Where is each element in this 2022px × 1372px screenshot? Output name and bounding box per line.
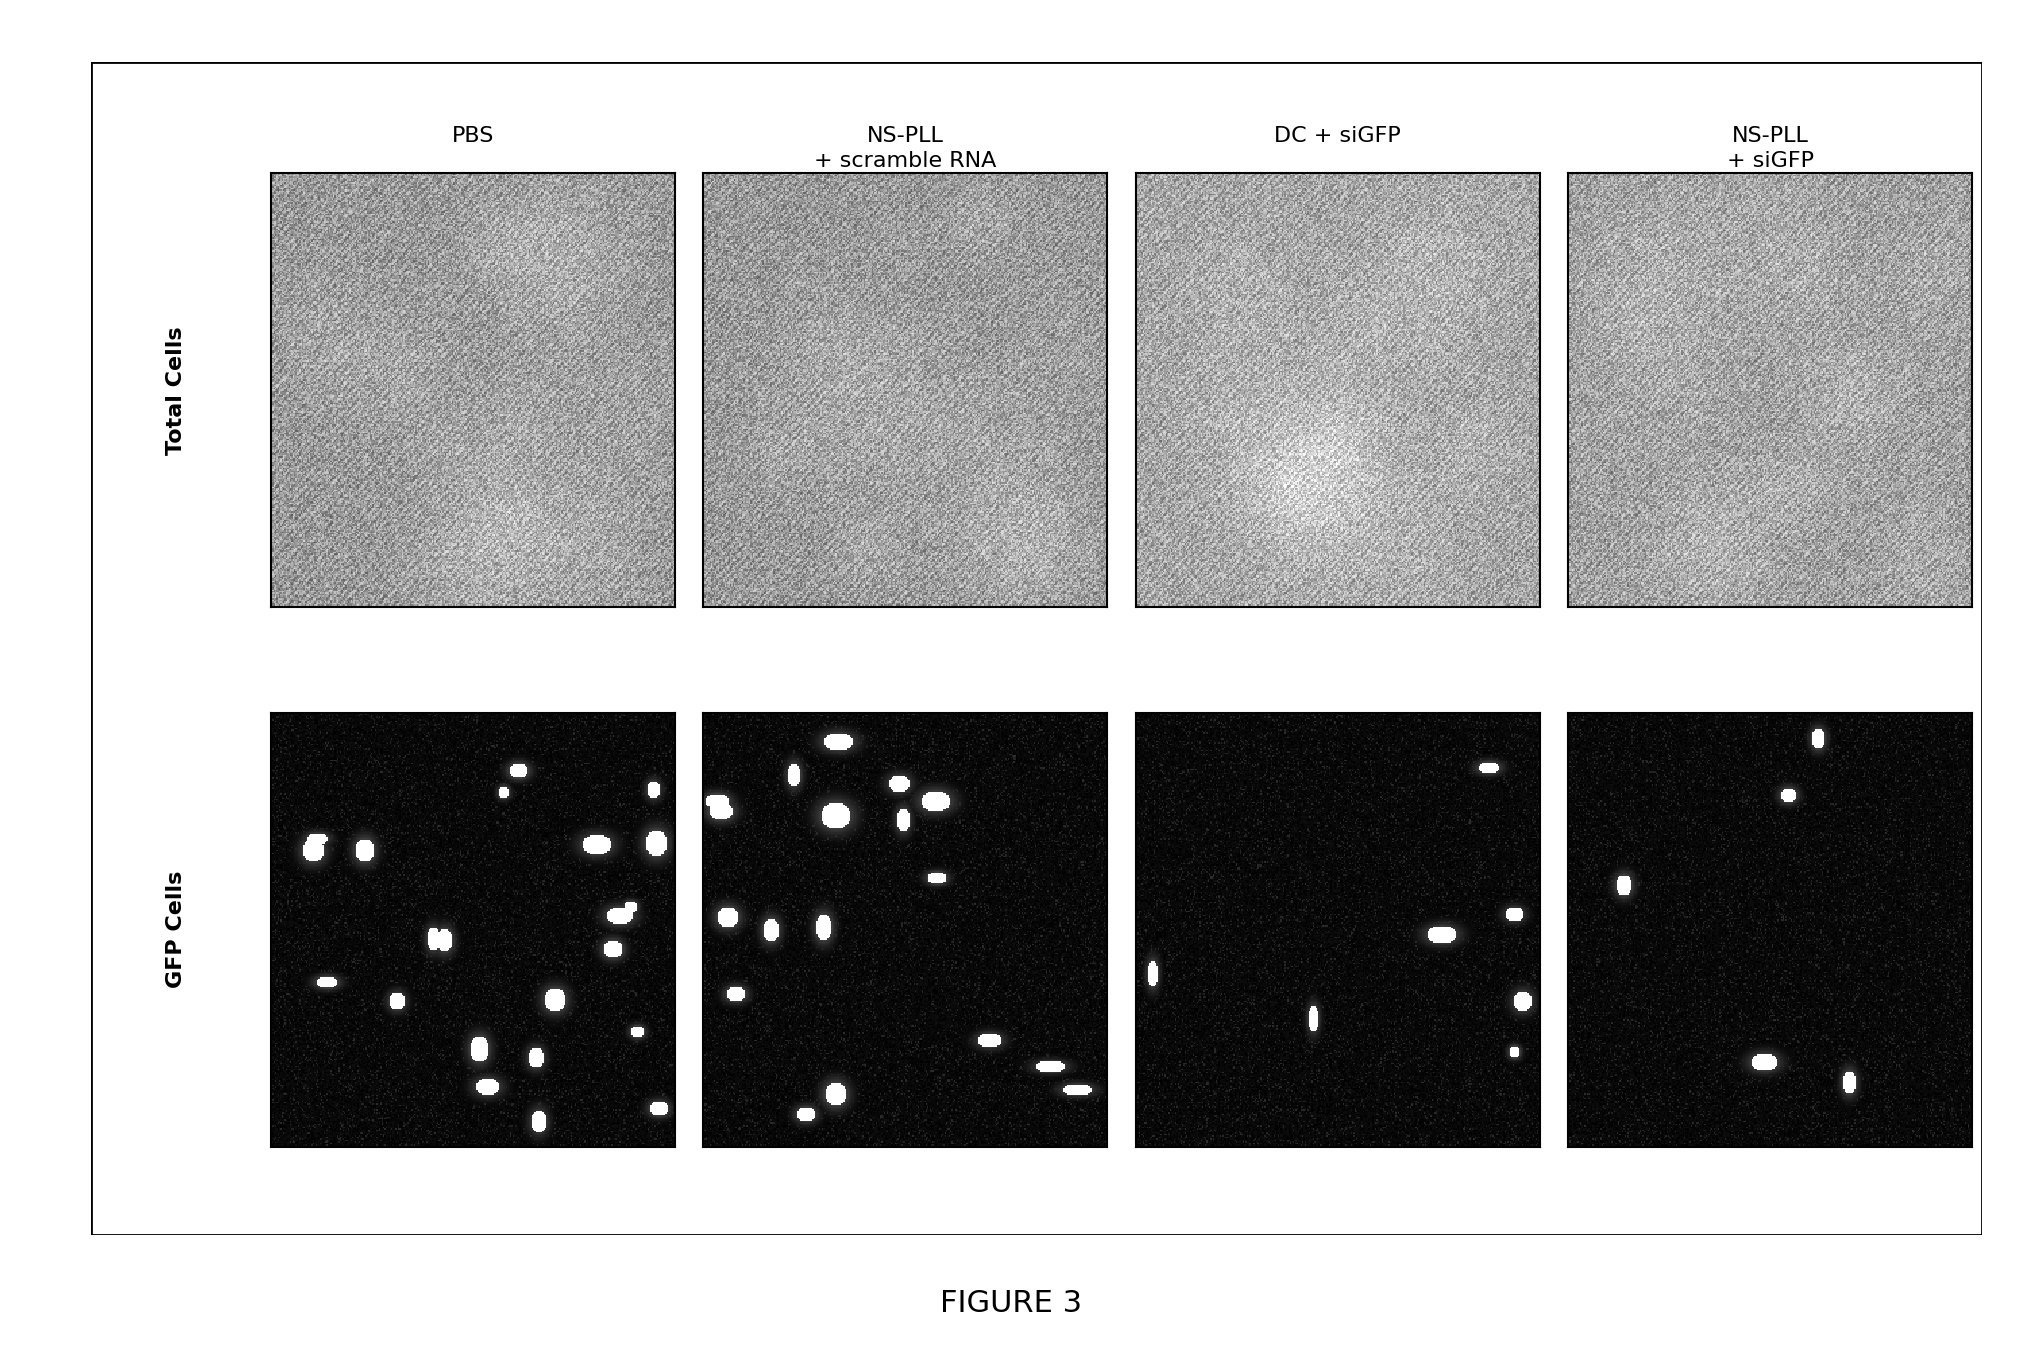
Text: PBS: PBS (451, 126, 493, 147)
Text: GFP Cells: GFP Cells (166, 871, 186, 988)
Text: FIGURE 3: FIGURE 3 (940, 1288, 1082, 1318)
Text: Total Cells: Total Cells (166, 327, 186, 454)
Text: NS-PLL
+ siGFP: NS-PLL + siGFP (1727, 126, 1814, 172)
Text: NS-PLL
+ scramble RNA: NS-PLL + scramble RNA (815, 126, 997, 172)
Text: DC + siGFP: DC + siGFP (1274, 126, 1401, 147)
